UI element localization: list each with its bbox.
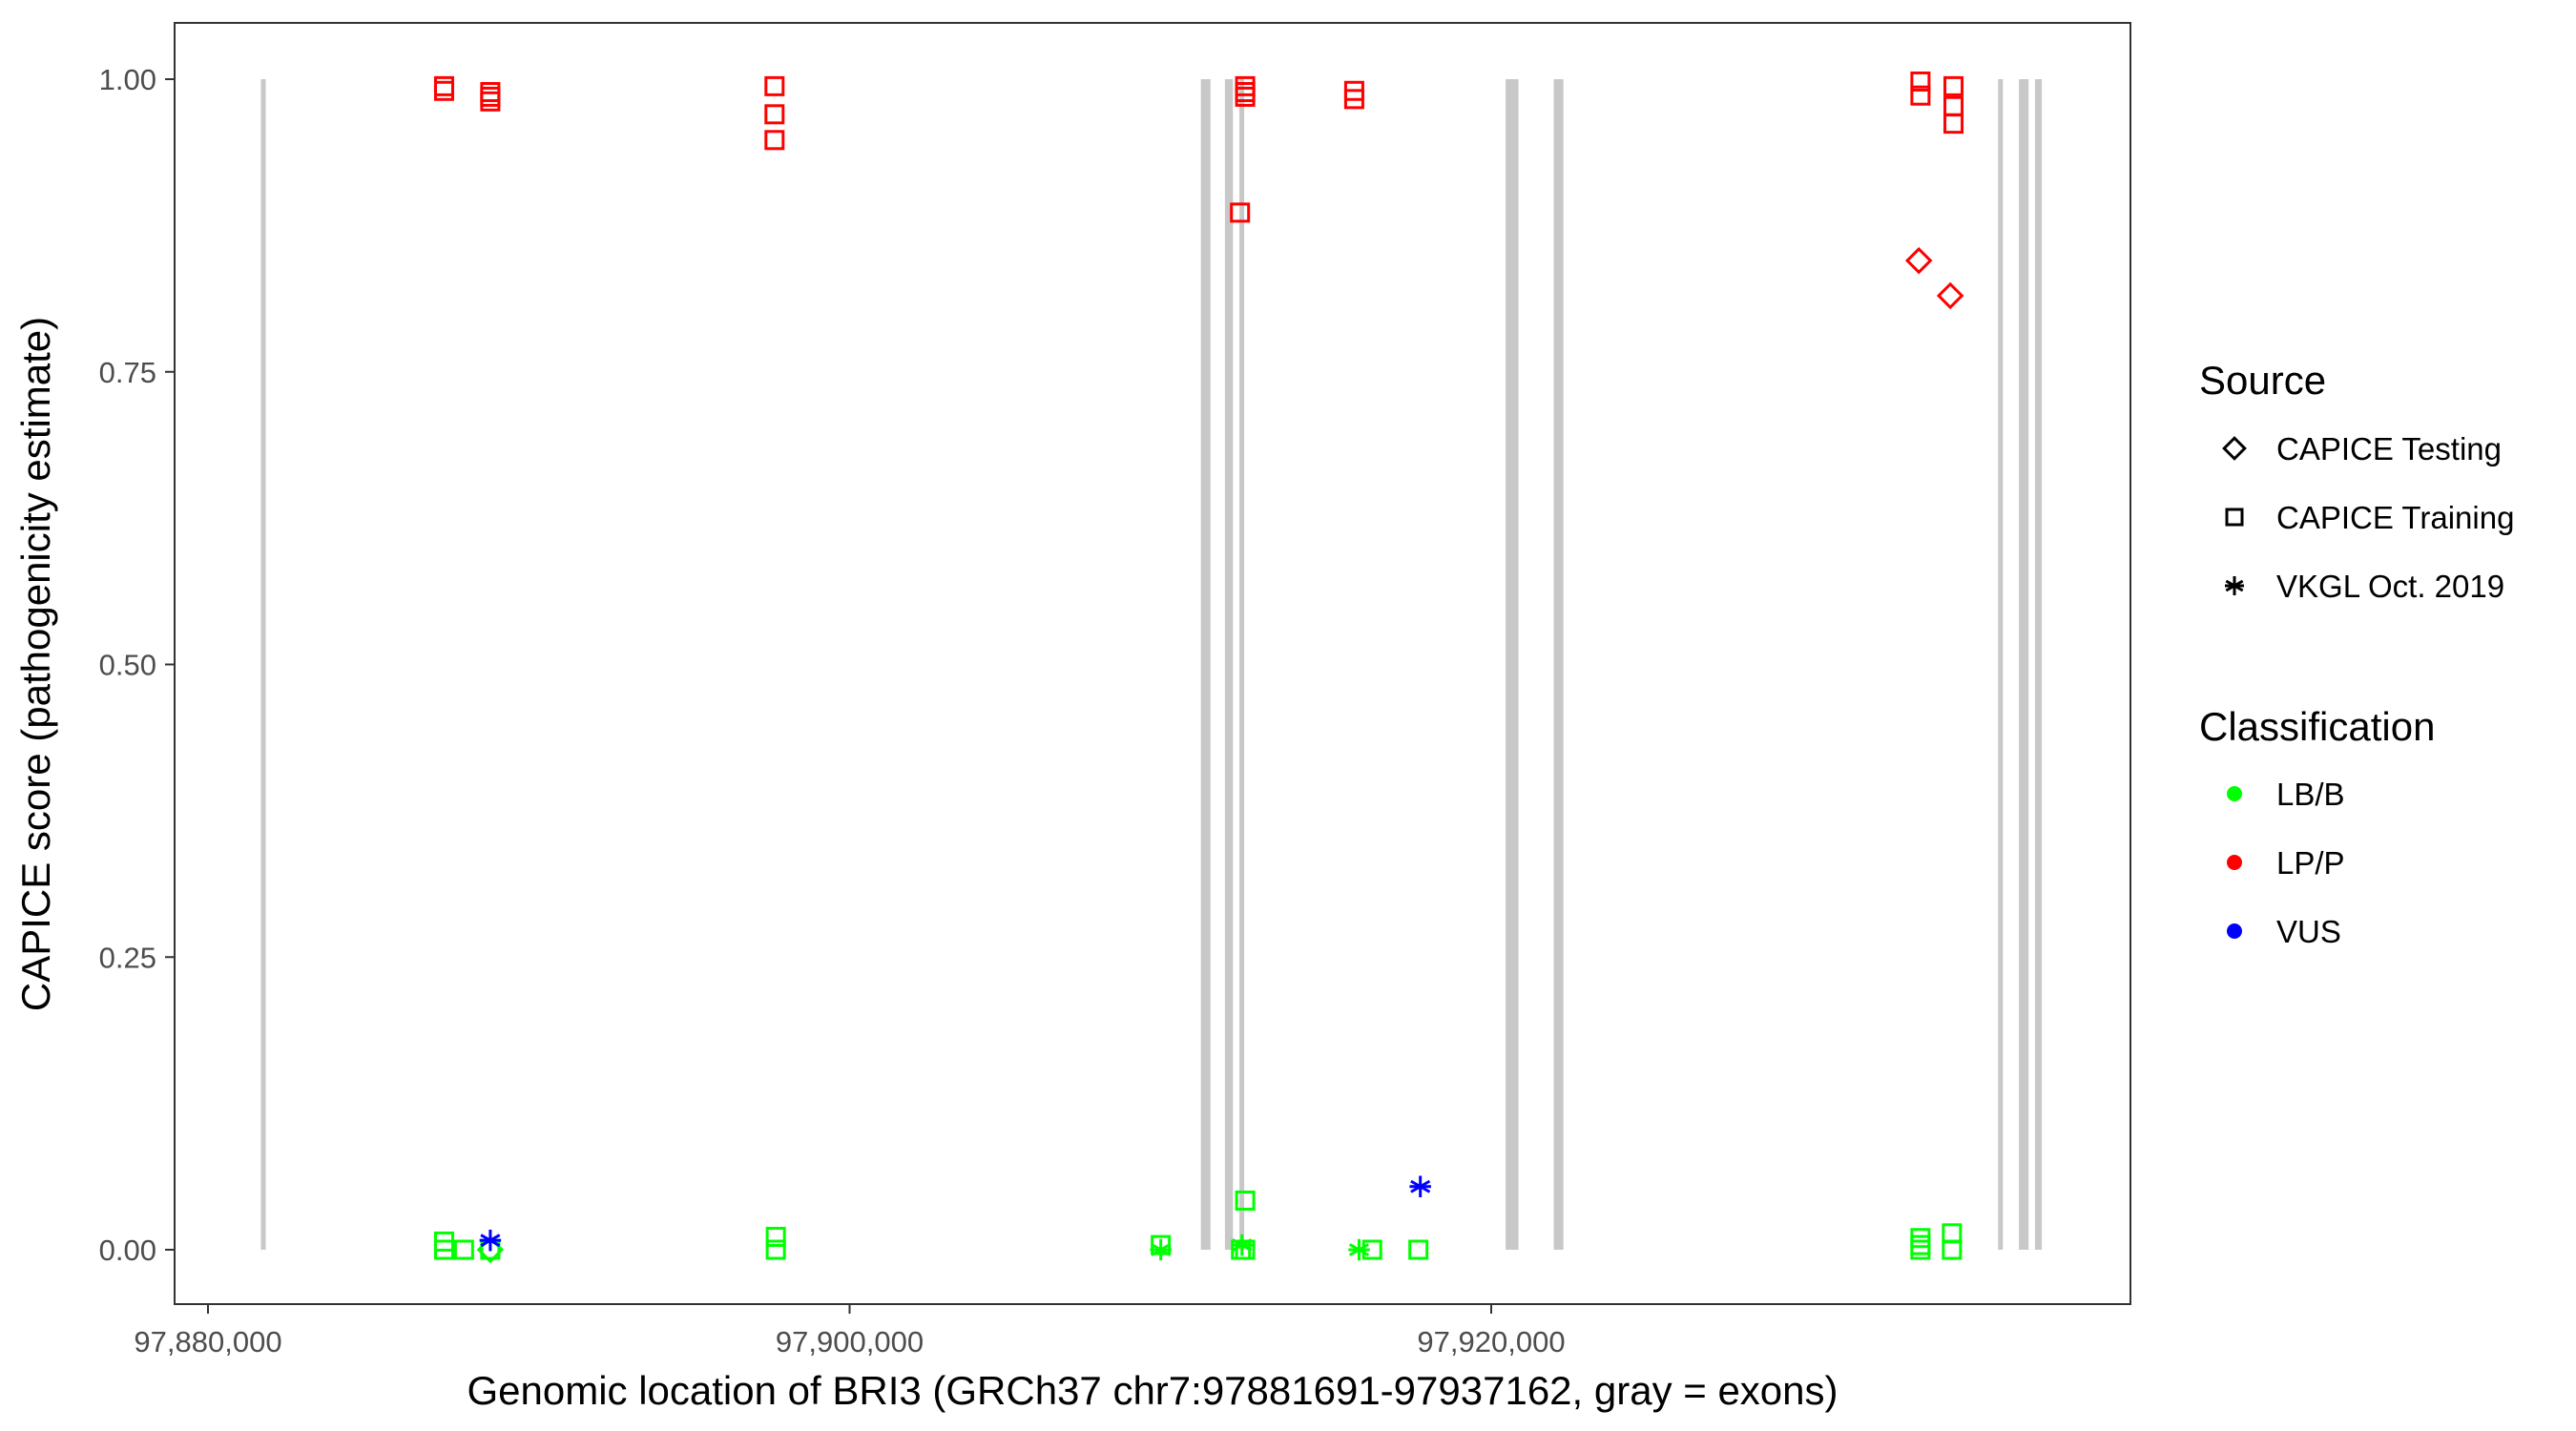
exon-bands — [260, 79, 2043, 1250]
data-point — [1910, 85, 1931, 106]
legend-label: VKGL Oct. 2019 — [2276, 569, 2504, 604]
exon-band — [1506, 79, 1519, 1250]
exon-band — [2034, 79, 2043, 1250]
exon-band — [1553, 79, 1564, 1250]
data-point — [765, 1239, 786, 1260]
data-point — [1408, 1239, 1429, 1260]
exon-band — [1200, 79, 1211, 1250]
legend-item-source: CAPICE Training — [2225, 500, 2514, 535]
data-points — [433, 71, 1964, 1264]
legend-key-dot-icon — [2227, 855, 2242, 870]
data-point — [1910, 1239, 1931, 1260]
data-point — [1150, 1238, 1172, 1261]
x-tick-label: 97,900,000 — [776, 1325, 924, 1358]
x-tick-label: 97,920,000 — [1417, 1325, 1565, 1358]
data-point — [1343, 89, 1364, 110]
legend-label: CAPICE Training — [2276, 500, 2514, 535]
data-point — [1409, 1175, 1431, 1197]
data-point — [764, 75, 785, 96]
legend-label: CAPICE Testing — [2276, 431, 2502, 467]
y-axis-title: CAPICE score (pathogenicity estimate) — [13, 317, 58, 1011]
legend-key-dot-icon — [2227, 786, 2242, 801]
data-point — [1910, 1228, 1931, 1249]
data-point — [1936, 281, 1964, 310]
legend-item-classification: VUS — [2227, 914, 2341, 949]
data-point — [479, 1229, 502, 1252]
legend-classification-title: Classification — [2199, 704, 2435, 749]
data-point — [480, 86, 501, 107]
legend-key-square-icon — [2225, 508, 2244, 527]
data-point — [1230, 202, 1251, 223]
data-point — [433, 75, 454, 96]
legend-item-source: VKGL Oct. 2019 — [2225, 569, 2504, 604]
data-point — [1943, 95, 1964, 116]
data-point — [1943, 75, 1964, 96]
data-point — [1235, 86, 1256, 107]
legend-key-diamond-icon — [2222, 436, 2247, 461]
y-tick-label: 0.75 — [99, 356, 156, 389]
data-point — [433, 80, 454, 101]
y-tick-label: 0.50 — [99, 649, 156, 682]
data-point — [1910, 1234, 1931, 1255]
data-point — [1235, 1190, 1256, 1211]
data-point — [1231, 1234, 1253, 1256]
y-tick-label: 1.00 — [99, 63, 156, 96]
data-point — [480, 91, 501, 112]
data-point — [1235, 75, 1256, 96]
legend-key-dot-icon — [2227, 923, 2242, 939]
legend-source-title: Source — [2199, 358, 2326, 403]
data-point — [764, 104, 785, 125]
legend-label: LP/P — [2276, 845, 2345, 881]
x-tick-label: 97,880,000 — [134, 1325, 281, 1358]
data-point — [1910, 71, 1931, 92]
exon-band — [1998, 79, 2004, 1250]
y-tick-label: 0.25 — [99, 941, 156, 974]
y-axis: 0.00 0.25 0.50 0.75 1.00 — [99, 63, 175, 1267]
data-point — [1904, 246, 1933, 275]
data-point — [1361, 1239, 1382, 1260]
data-point — [1235, 81, 1256, 102]
data-point — [453, 1239, 474, 1260]
exon-band — [260, 79, 266, 1250]
y-tick-label: 0.00 — [99, 1234, 156, 1267]
data-point — [433, 1239, 454, 1260]
legend-item-source: CAPICE Testing — [2222, 431, 2502, 467]
data-point — [1942, 1239, 1963, 1260]
legend-key-asterisk-icon — [2225, 576, 2244, 595]
data-point — [1942, 1223, 1963, 1244]
x-axis: 97,880,000 97,900,000 97,920,000 — [134, 1304, 1566, 1358]
plot-panel-border — [174, 22, 2131, 1305]
legend-item-classification: LB/B — [2227, 777, 2345, 812]
data-point — [764, 130, 785, 151]
exon-band — [1239, 79, 1245, 1250]
x-axis-title: Genomic location of BRI3 (GRCh37 chr7:97… — [467, 1368, 1838, 1413]
legend-label: VUS — [2276, 914, 2341, 949]
exon-band — [2019, 79, 2029, 1250]
data-point — [765, 1227, 786, 1248]
data-point — [1943, 114, 1964, 135]
data-point — [1348, 1238, 1370, 1261]
legend-item-classification: LP/P — [2227, 845, 2345, 881]
legend: Source CAPICE Testing CAPICE Training VKGL… — [2199, 358, 2514, 949]
legend-label: LB/B — [2276, 777, 2345, 812]
exon-band — [1224, 79, 1234, 1250]
